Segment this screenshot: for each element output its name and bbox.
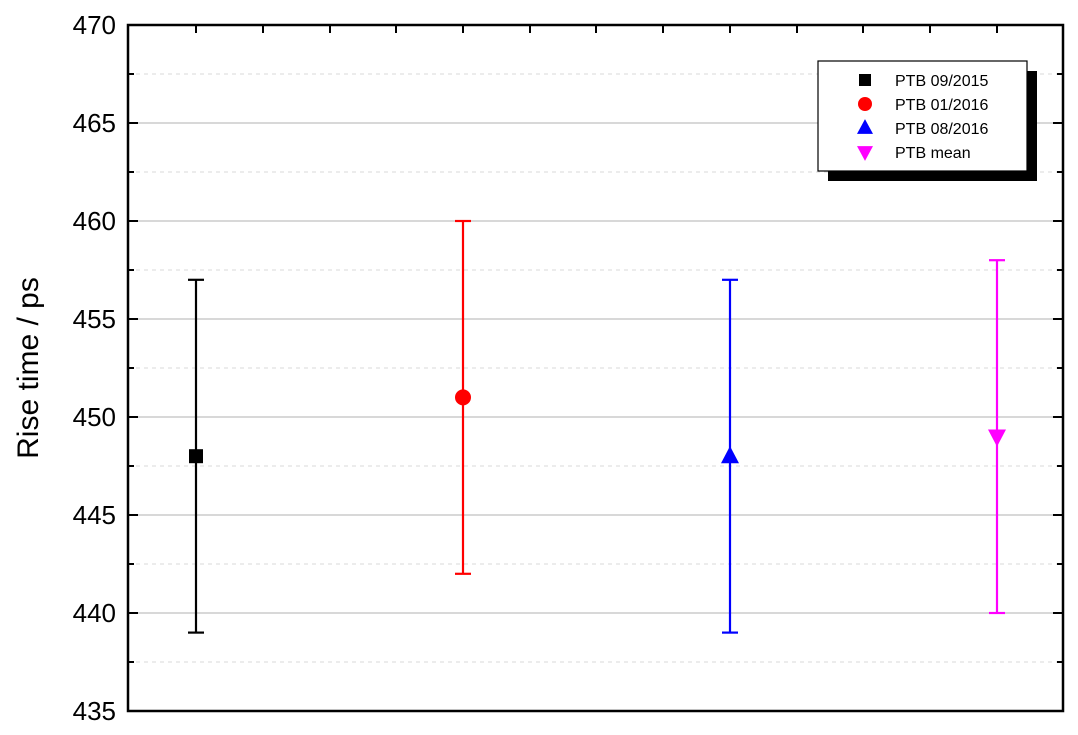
data-point — [859, 74, 871, 86]
y-tick-label: 435 — [73, 696, 116, 726]
data-point — [857, 119, 873, 134]
y-tick-label: 465 — [73, 108, 116, 138]
y-tick-label: 450 — [73, 402, 116, 432]
data-point — [857, 146, 873, 161]
y-tick-label: 470 — [73, 10, 116, 40]
series — [721, 278, 739, 634]
legend-box — [817, 60, 1028, 172]
data-point — [189, 449, 203, 464]
data-point — [858, 97, 872, 111]
y-tick-label: 440 — [73, 598, 116, 628]
y-tick-label: 460 — [73, 206, 116, 236]
legend-entry: PTB 01/2016 — [895, 97, 989, 114]
y-tick-labels: 435 440 445 450 455 460 465 470 — [73, 10, 116, 726]
y-tick-label: 445 — [73, 500, 116, 530]
series-layer — [188, 219, 1006, 634]
legend-entry: PTB mean — [895, 145, 971, 162]
data-point — [988, 429, 1006, 447]
series — [988, 259, 1006, 615]
series — [188, 278, 204, 634]
axis-ticks — [128, 24, 1063, 712]
legend: PTB 09/2015 PTB 01/2016 PTB 08/2016 PTB mea… — [817, 60, 1037, 181]
series — [455, 219, 471, 575]
y-tick-label: 455 — [73, 304, 116, 334]
data-point — [721, 446, 739, 464]
legend-entry: PTB 09/2015 — [895, 73, 989, 90]
y-axis-title: Rise time / ps — [12, 277, 45, 459]
data-point — [455, 389, 471, 406]
legend-entry: PTB 08/2016 — [895, 121, 989, 138]
